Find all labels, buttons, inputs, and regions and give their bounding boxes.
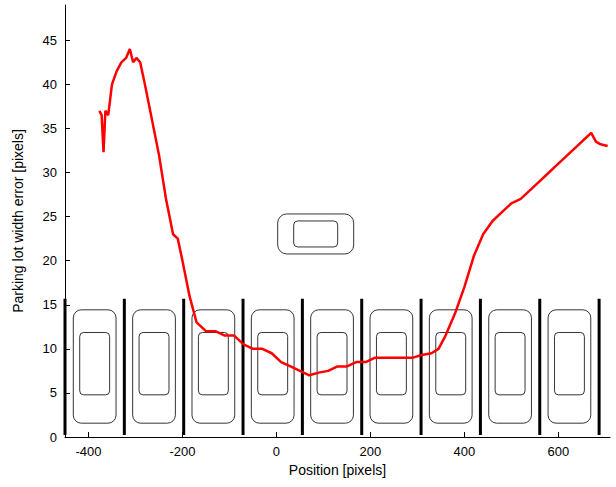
svg-text:30: 30 [43,165,57,180]
svg-text:40: 40 [43,77,57,92]
svg-text:Position [pixels]: Position [pixels] [289,462,386,478]
svg-text:-400: -400 [75,444,101,459]
svg-text:5: 5 [50,385,57,400]
svg-text:20: 20 [43,253,57,268]
svg-text:15: 15 [43,297,57,312]
svg-text:Parking lot width error [pixel: Parking lot width error [pixels] [10,129,26,313]
svg-text:0: 0 [50,430,57,445]
svg-text:35: 35 [43,121,57,136]
svg-text:600: 600 [547,444,569,459]
svg-text:45: 45 [43,33,57,48]
svg-text:200: 200 [360,444,382,459]
svg-text:10: 10 [43,341,57,356]
svg-text:25: 25 [43,209,57,224]
svg-text:0: 0 [273,444,280,459]
svg-text:400: 400 [454,444,476,459]
svg-text:-200: -200 [169,444,195,459]
